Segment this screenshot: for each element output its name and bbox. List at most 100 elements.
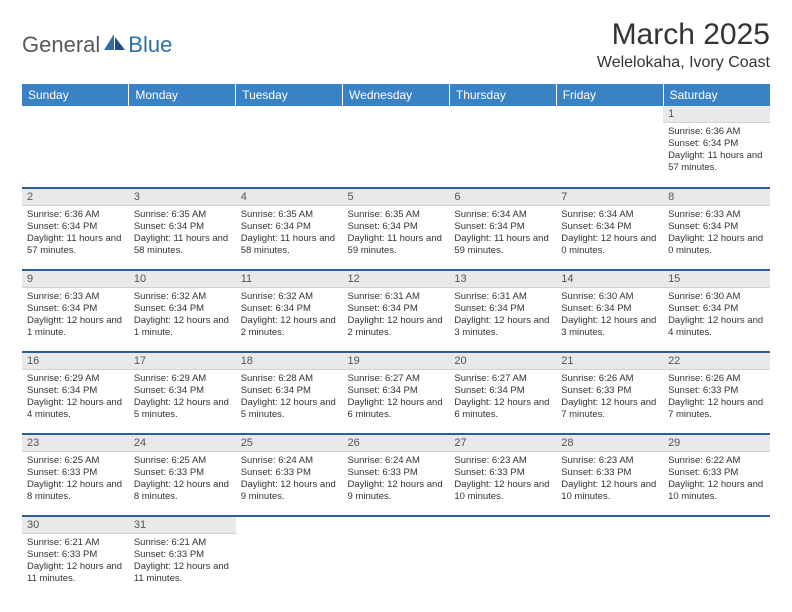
- day-header-wednesday: Wednesday: [343, 84, 450, 106]
- daylight-line: Daylight: 11 hours and 59 minutes.: [454, 233, 551, 257]
- sunrise-value: 6:26 AM: [706, 373, 741, 384]
- sunrise-line: Sunrise: 6:35 AM: [348, 209, 445, 221]
- day-body: Sunrise: 6:21 AMSunset: 6:33 PMDaylight:…: [129, 534, 236, 590]
- empty-cell: [129, 106, 236, 188]
- day-number: 12: [343, 271, 450, 288]
- daylight-line: Daylight: 12 hours and 2 minutes.: [348, 315, 445, 339]
- day-cell: 23Sunrise: 6:25 AMSunset: 6:33 PMDayligh…: [22, 434, 129, 516]
- daylight-line: Daylight: 12 hours and 10 minutes.: [561, 479, 658, 503]
- sunrise-value: 6:26 AM: [599, 373, 634, 384]
- day-cell: 8Sunrise: 6:33 AMSunset: 6:34 PMDaylight…: [663, 188, 770, 270]
- sunset-label: Sunset:: [668, 385, 700, 396]
- sunrise-value: 6:32 AM: [171, 291, 206, 302]
- sunset-label: Sunset:: [134, 467, 166, 478]
- daylight-line: Daylight: 12 hours and 5 minutes.: [241, 397, 338, 421]
- sunrise-line: Sunrise: 6:27 AM: [348, 373, 445, 385]
- sunrise-value: 6:31 AM: [492, 291, 527, 302]
- day-cell: 9Sunrise: 6:33 AMSunset: 6:34 PMDaylight…: [22, 270, 129, 352]
- day-number: 30: [22, 517, 129, 534]
- sunrise-line: Sunrise: 6:32 AM: [134, 291, 231, 303]
- day-body: Sunrise: 6:29 AMSunset: 6:34 PMDaylight:…: [22, 370, 129, 426]
- daylight-line: Daylight: 12 hours and 2 minutes.: [241, 315, 338, 339]
- day-body: Sunrise: 6:27 AMSunset: 6:34 PMDaylight:…: [449, 370, 556, 426]
- sunset-label: Sunset:: [27, 303, 59, 314]
- empty-cell: [556, 106, 663, 188]
- sunrise-value: 6:34 AM: [599, 209, 634, 220]
- sunset-line: Sunset: 6:34 PM: [561, 303, 658, 315]
- day-number: 21: [556, 353, 663, 370]
- sunrise-label: Sunrise:: [668, 291, 703, 302]
- sunrise-line: Sunrise: 6:21 AM: [27, 537, 124, 549]
- week-row: 2Sunrise: 6:36 AMSunset: 6:34 PMDaylight…: [22, 188, 770, 270]
- sunset-line: Sunset: 6:34 PM: [241, 385, 338, 397]
- sunset-line: Sunset: 6:34 PM: [348, 385, 445, 397]
- sunset-value: 6:33 PM: [276, 467, 311, 478]
- daylight-label: Daylight:: [454, 479, 491, 490]
- daylight-line: Daylight: 12 hours and 10 minutes.: [454, 479, 551, 503]
- logo-text-blue: Blue: [128, 32, 172, 58]
- sunset-line: Sunset: 6:33 PM: [241, 467, 338, 479]
- day-cell: 21Sunrise: 6:26 AMSunset: 6:33 PMDayligh…: [556, 352, 663, 434]
- sunset-value: 6:34 PM: [382, 221, 417, 232]
- sunrise-line: Sunrise: 6:24 AM: [348, 455, 445, 467]
- sunrise-line: Sunrise: 6:31 AM: [454, 291, 551, 303]
- daylight-label: Daylight:: [27, 561, 64, 572]
- day-body: Sunrise: 6:36 AMSunset: 6:34 PMDaylight:…: [22, 206, 129, 262]
- daylight-label: Daylight:: [241, 479, 278, 490]
- sunset-value: 6:34 PM: [703, 221, 738, 232]
- sunset-label: Sunset:: [348, 467, 380, 478]
- day-body: Sunrise: 6:36 AMSunset: 6:34 PMDaylight:…: [663, 123, 770, 179]
- sunset-value: 6:34 PM: [382, 385, 417, 396]
- sunrise-value: 6:33 AM: [65, 291, 100, 302]
- day-number: 3: [129, 189, 236, 206]
- daylight-label: Daylight:: [668, 397, 705, 408]
- daylight-line: Daylight: 12 hours and 3 minutes.: [561, 315, 658, 339]
- sunset-line: Sunset: 6:34 PM: [134, 221, 231, 233]
- sunrise-line: Sunrise: 6:36 AM: [27, 209, 124, 221]
- day-body: Sunrise: 6:26 AMSunset: 6:33 PMDaylight:…: [556, 370, 663, 426]
- sunset-line: Sunset: 6:34 PM: [241, 303, 338, 315]
- sunrise-line: Sunrise: 6:25 AM: [134, 455, 231, 467]
- daylight-line: Daylight: 12 hours and 4 minutes.: [668, 315, 765, 339]
- day-cell: 17Sunrise: 6:29 AMSunset: 6:34 PMDayligh…: [129, 352, 236, 434]
- daylight-line: Daylight: 11 hours and 57 minutes.: [668, 150, 765, 174]
- sunrise-label: Sunrise:: [348, 209, 383, 220]
- daylight-line: Daylight: 12 hours and 11 minutes.: [134, 561, 231, 585]
- sunset-label: Sunset:: [27, 385, 59, 396]
- daylight-label: Daylight:: [27, 233, 64, 244]
- sunset-label: Sunset:: [561, 467, 593, 478]
- daylight-label: Daylight:: [561, 315, 598, 326]
- sunrise-label: Sunrise:: [454, 209, 489, 220]
- sunset-value: 6:33 PM: [489, 467, 524, 478]
- sunset-label: Sunset:: [561, 303, 593, 314]
- sunrise-value: 6:23 AM: [599, 455, 634, 466]
- sunset-line: Sunset: 6:33 PM: [27, 549, 124, 561]
- sunrise-line: Sunrise: 6:34 AM: [454, 209, 551, 221]
- sunset-line: Sunset: 6:33 PM: [668, 385, 765, 397]
- daylight-label: Daylight:: [454, 233, 491, 244]
- day-body: Sunrise: 6:23 AMSunset: 6:33 PMDaylight:…: [556, 452, 663, 508]
- sunset-label: Sunset:: [561, 385, 593, 396]
- sunset-line: Sunset: 6:34 PM: [561, 221, 658, 233]
- sunrise-value: 6:31 AM: [385, 291, 420, 302]
- day-body: Sunrise: 6:31 AMSunset: 6:34 PMDaylight:…: [449, 288, 556, 344]
- sunrise-value: 6:22 AM: [706, 455, 741, 466]
- sunrise-label: Sunrise:: [561, 291, 596, 302]
- logo-text-general: General: [22, 32, 100, 58]
- day-body: Sunrise: 6:21 AMSunset: 6:33 PMDaylight:…: [22, 534, 129, 590]
- day-cell: 6Sunrise: 6:34 AMSunset: 6:34 PMDaylight…: [449, 188, 556, 270]
- daylight-label: Daylight:: [134, 397, 171, 408]
- daylight-label: Daylight:: [241, 397, 278, 408]
- sunrise-label: Sunrise:: [27, 455, 62, 466]
- day-number: 17: [129, 353, 236, 370]
- daylight-line: Daylight: 12 hours and 9 minutes.: [241, 479, 338, 503]
- daylight-label: Daylight:: [454, 315, 491, 326]
- daylight-line: Daylight: 11 hours and 59 minutes.: [348, 233, 445, 257]
- sunset-value: 6:33 PM: [169, 549, 204, 560]
- sunset-value: 6:34 PM: [703, 303, 738, 314]
- sunset-label: Sunset:: [348, 303, 380, 314]
- day-cell: 11Sunrise: 6:32 AMSunset: 6:34 PMDayligh…: [236, 270, 343, 352]
- day-number: 9: [22, 271, 129, 288]
- day-body: Sunrise: 6:24 AMSunset: 6:33 PMDaylight:…: [236, 452, 343, 508]
- day-number: 28: [556, 435, 663, 452]
